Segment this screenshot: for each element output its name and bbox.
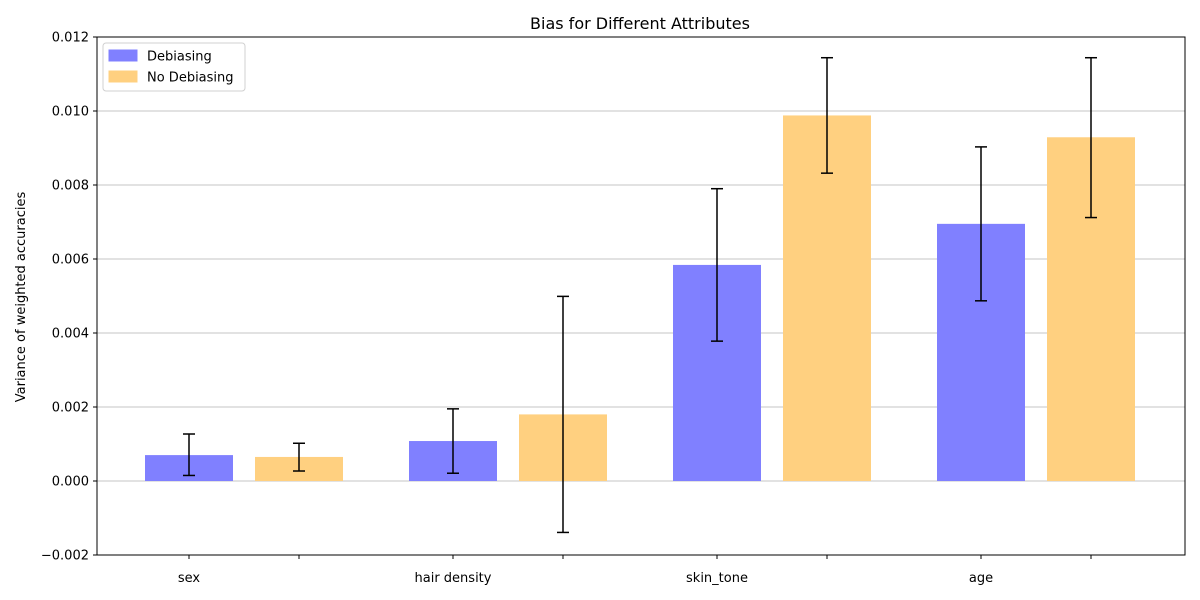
- y-tick-label: 0.010: [52, 105, 89, 120]
- y-tick-label: 0.004: [52, 327, 89, 342]
- bar-no-debiasing: [783, 115, 871, 481]
- x-axis: sex hair density skin_tone age: [178, 555, 1092, 586]
- x-tick-label: hair density: [415, 571, 492, 586]
- y-axis-label: Variance of weighted accuracies: [14, 192, 29, 403]
- legend-label: Debiasing: [147, 50, 212, 65]
- plot-frame: [96, 36, 1186, 556]
- y-tick-label: 0.012: [52, 31, 89, 46]
- y-tick-label: 0.008: [52, 179, 89, 194]
- y-tick-label: 0.002: [52, 401, 89, 416]
- bars-layer: [145, 115, 1135, 481]
- y-axis: −0.002 0.000 0.002 0.004 0.006 0.008 0.010 0.01…: [41, 31, 97, 564]
- legend-box: [102, 42, 246, 92]
- x-tick-label: sex: [178, 571, 201, 586]
- y-tick-label: 0.000: [52, 475, 89, 490]
- legend: Debiasing No Debiasing: [102, 42, 246, 92]
- error-bars-layer: [183, 56, 1097, 534]
- legend-swatch: [108, 49, 138, 62]
- chart-title: Bias for Different Attributes: [530, 14, 750, 33]
- legend-swatch: [108, 70, 138, 83]
- y-tick-label: −0.002: [41, 549, 89, 564]
- legend-label: No Debiasing: [147, 71, 234, 86]
- x-tick-label: age: [969, 571, 993, 586]
- y-tick-label: 0.006: [52, 253, 89, 268]
- x-tick-label: skin_tone: [686, 571, 748, 586]
